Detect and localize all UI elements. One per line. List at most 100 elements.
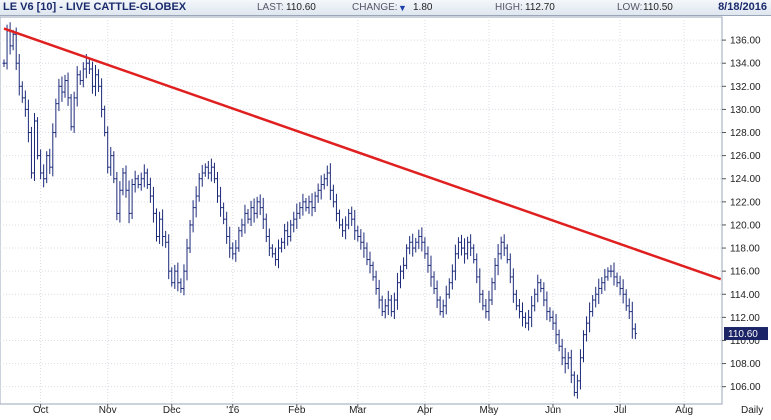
y-tick-label: 122.00 xyxy=(730,197,761,208)
ohlc-bar xyxy=(511,268,515,303)
ohlc-bar xyxy=(472,244,476,264)
y-axis: 106.00 108.00 110.00 112.00 114.00 116.00 118.… xyxy=(722,36,761,393)
ohlc-bar xyxy=(325,165,329,187)
ohlc-bar xyxy=(176,262,180,292)
ohlc-bar xyxy=(505,244,509,264)
ohlc-bar xyxy=(164,230,168,248)
ohlc-bar xyxy=(463,238,467,264)
ohlc-bar xyxy=(328,163,332,201)
ohlc-bar xyxy=(39,149,43,180)
ohlc-bar xyxy=(499,236,503,260)
ohlc-bar xyxy=(11,29,15,51)
ohlc-bar xyxy=(362,232,366,258)
ohlc-bar xyxy=(292,211,296,233)
ohlc-bar xyxy=(414,237,418,253)
ohlc-bar xyxy=(69,94,73,131)
ohlc-bar xyxy=(139,172,143,191)
ohlc-bar xyxy=(521,302,524,327)
ohlc-bar xyxy=(624,289,628,311)
ohlc-bar xyxy=(103,105,107,137)
last-price-label: 110.60 xyxy=(728,329,758,340)
ohlc-bar xyxy=(386,290,390,316)
ohlc-bar xyxy=(237,226,241,252)
ohlc-bar xyxy=(444,285,448,315)
trendline-group xyxy=(3,27,722,281)
ohlc-bar xyxy=(356,225,360,242)
ohlc-bar xyxy=(438,296,442,316)
low-value: 110.50 xyxy=(643,2,673,13)
ohlc-bar xyxy=(609,264,613,278)
ohlc-bar xyxy=(435,280,439,309)
ohlc-bar xyxy=(17,54,21,96)
high-label: HIGH: xyxy=(495,2,523,13)
ohlc-bar xyxy=(392,292,396,319)
ohlc-bar xyxy=(502,234,506,257)
ohlc-bar xyxy=(75,66,79,107)
ohlc-bar xyxy=(249,200,253,226)
ohlc-bar xyxy=(216,171,219,203)
ohlc-bar xyxy=(426,246,430,273)
ohlc-bar xyxy=(621,279,625,304)
ohlc-bar xyxy=(33,112,36,181)
ohlc-bar xyxy=(145,168,149,189)
ohlc-bar xyxy=(155,208,158,242)
ohlc-bar xyxy=(289,219,293,242)
y-tick-label: 116.00 xyxy=(730,267,760,278)
ohlc-bar xyxy=(591,295,595,317)
ohlc-bar xyxy=(209,158,213,182)
ohlc-bar xyxy=(603,268,607,291)
ohlc-bar xyxy=(206,160,210,180)
ohlc-bar xyxy=(524,312,528,329)
y-tick-label: 132.00 xyxy=(730,82,761,93)
ohlc-bar xyxy=(527,309,531,331)
ohlc-bar xyxy=(496,244,500,276)
ohlc-bar xyxy=(331,184,335,208)
ohlc-bar xyxy=(408,236,412,255)
ohlc-bar xyxy=(148,177,152,203)
ohlc-bar xyxy=(203,163,207,177)
ohlc-bar xyxy=(341,218,345,237)
x-tick-label: '16 xyxy=(226,405,239,416)
ohlc-bar xyxy=(450,264,454,290)
ohlc-bar xyxy=(399,265,402,289)
ohlc-bar xyxy=(441,299,445,318)
x-tick-label: Jul xyxy=(614,405,627,416)
ohlc-bar xyxy=(453,244,457,281)
ohlc-bar xyxy=(389,295,393,317)
trendline xyxy=(3,27,722,281)
plot-area xyxy=(0,16,723,405)
ohlc-bar xyxy=(197,173,201,202)
ohlc-bar xyxy=(353,209,357,240)
low-label: LOW: xyxy=(617,2,643,13)
ohlc-bar xyxy=(484,299,488,319)
ohlc-bar xyxy=(371,261,375,281)
ohlc-bar xyxy=(243,204,247,234)
last-price-tag: 110.60 xyxy=(724,327,768,341)
x-axis: Oct Nov Dec '16 Feb Mar Apr May Jun Jul Aug xyxy=(33,404,693,416)
ohlc-bar xyxy=(585,316,589,342)
ohlc-bar xyxy=(133,170,137,193)
ohlc-bar xyxy=(368,251,372,274)
ohlc-bar xyxy=(212,162,216,184)
ohlc-bar xyxy=(575,374,579,399)
ohlc-bar xyxy=(228,226,232,258)
ohlc-bar xyxy=(539,278,543,293)
ohlc-bar xyxy=(456,237,460,259)
ohlc-bar xyxy=(194,186,198,218)
quote-date: 8/18/2016 xyxy=(718,1,767,13)
ohlc-bar xyxy=(23,90,27,117)
ohlc-bar xyxy=(182,264,186,296)
ohlc-bar xyxy=(334,193,338,222)
ohlc-bar xyxy=(225,211,229,244)
ohlc-bar xyxy=(304,198,308,212)
ohlc-bar xyxy=(517,299,521,319)
ohlc-bar xyxy=(447,278,451,299)
ohlc-bar xyxy=(118,181,122,223)
y-tick-label: 110.00 xyxy=(730,336,760,347)
ohlc-bar xyxy=(45,151,49,184)
ohlc-bar xyxy=(551,310,555,330)
y-tick-label: 118.00 xyxy=(730,244,760,255)
ohlc-bar xyxy=(219,186,223,217)
ohlc-bar xyxy=(109,147,113,176)
